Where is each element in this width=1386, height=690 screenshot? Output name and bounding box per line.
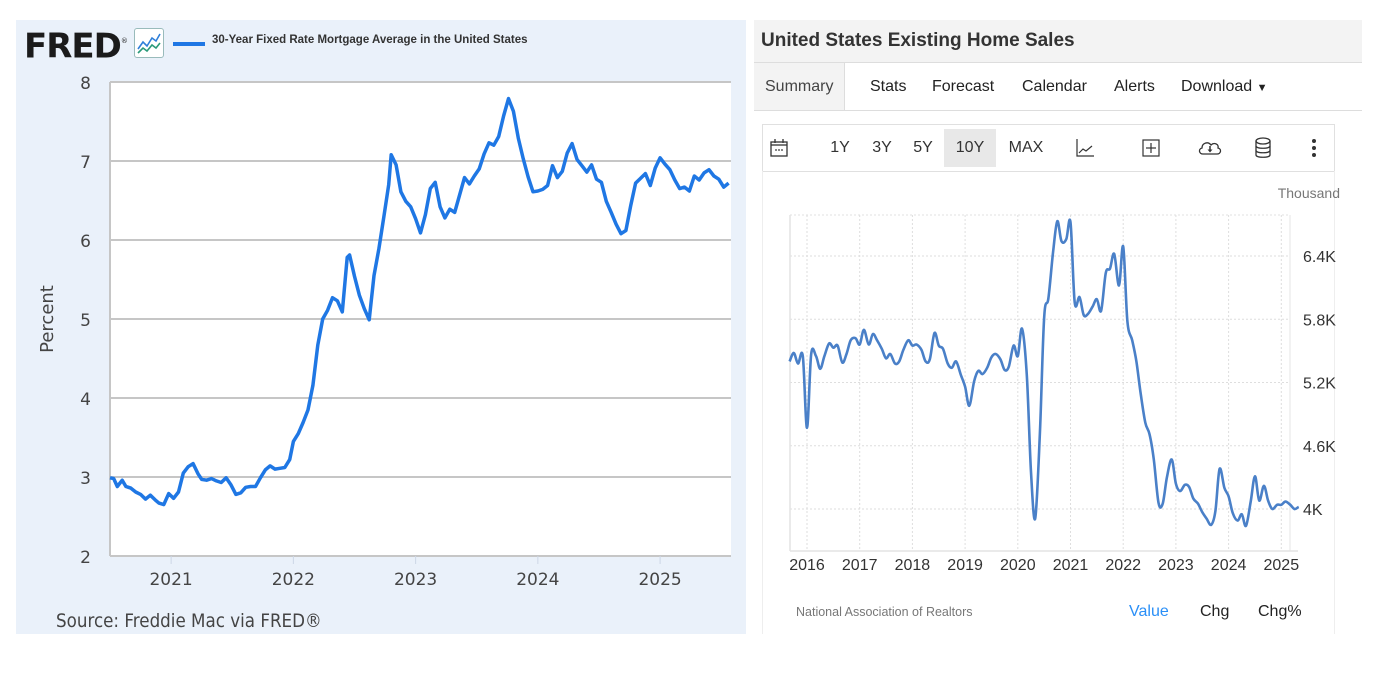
- line-chart-icon[interactable]: [1075, 125, 1105, 171]
- more-vertical-icon[interactable]: [1311, 125, 1329, 171]
- cloud-download-icon[interactable]: [1197, 125, 1229, 171]
- range-5y-button[interactable]: 5Y: [913, 139, 933, 156]
- tab-download[interactable]: Download ▼: [1171, 63, 1278, 110]
- x-tick-label: 2024: [516, 570, 559, 590]
- chg-tab[interactable]: Chg: [1200, 603, 1230, 620]
- tab-label: Summary: [765, 78, 834, 95]
- tab-forecast[interactable]: Forecast: [922, 63, 1004, 110]
- value-tab[interactable]: Value: [1129, 603, 1169, 620]
- source-note: National Association of Realtors: [796, 605, 973, 619]
- unit-label: Thousand: [1277, 185, 1340, 201]
- panel-header: United States Existing Home Sales: [754, 20, 1362, 63]
- y-tick-label: 3: [80, 469, 91, 489]
- mortgage-rate-chart: 2 3 4 5 6 7 8 2021 2022 2023 2024 2025 Percent: [37, 74, 731, 590]
- add-icon[interactable]: [1141, 125, 1171, 171]
- fred-logo[interactable]: FRED®: [24, 26, 128, 67]
- series-line-mortgage-rate: [109, 96, 730, 507]
- chart-frame: [762, 171, 1335, 634]
- legend-label: 30-Year Fixed Rate Mortgage Average in t…: [212, 34, 528, 46]
- tab-label: Forecast: [932, 78, 995, 95]
- x-tick-label: 2025: [638, 570, 681, 590]
- tab-calendar[interactable]: Calendar: [1012, 63, 1097, 110]
- tab-label: Download: [1181, 78, 1253, 95]
- range-1y-button[interactable]: 1Y: [830, 139, 850, 156]
- chart-toolbar: 1Y 3Y 5Y 10Y MAX: [762, 124, 1335, 172]
- x-tick-label: 2021: [149, 570, 192, 590]
- x-tick-label: 2023: [394, 570, 437, 590]
- y-tick-label: 8: [80, 74, 91, 94]
- source-note: Source: Freddie Mac via FRED®: [56, 610, 322, 632]
- y-tick-label: 7: [80, 153, 91, 173]
- tab-alerts[interactable]: Alerts: [1104, 63, 1165, 110]
- tab-label: Stats: [870, 78, 907, 95]
- tab-summary[interactable]: Summary: [754, 63, 846, 110]
- page-title: United States Existing Home Sales: [761, 30, 1075, 51]
- y-tick-label: 4: [80, 390, 91, 410]
- tab-label: Alerts: [1114, 78, 1155, 95]
- y-tick-label: 6: [80, 232, 91, 252]
- x-tick-label: 2022: [272, 570, 315, 590]
- range-3y-button[interactable]: 3Y: [872, 139, 892, 156]
- database-icon[interactable]: [1253, 125, 1283, 171]
- calendar-icon[interactable]: [769, 125, 799, 171]
- tab-label: Calendar: [1022, 78, 1087, 95]
- home-sales-panel: United States Existing Home Sales Summar…: [754, 20, 1362, 634]
- y-tick-label: 5: [80, 311, 91, 331]
- caret-down-icon: ▼: [1256, 82, 1268, 94]
- tab-stats[interactable]: Stats: [860, 63, 916, 110]
- y-tick-label: 2: [80, 548, 91, 568]
- y-axis-label: Percent: [37, 285, 58, 353]
- range-max-button[interactable]: MAX: [1008, 139, 1044, 156]
- range-10y-button[interactable]: 10Y: [944, 129, 996, 167]
- chg-pct-tab[interactable]: Chg%: [1258, 603, 1302, 620]
- tab-bar: Summary Stats Forecast Calendar Alerts D…: [754, 63, 1362, 111]
- fred-graph-icon[interactable]: [134, 28, 164, 58]
- fred-logo-text: FRED: [24, 26, 122, 67]
- legend-line-swatch: [173, 42, 205, 46]
